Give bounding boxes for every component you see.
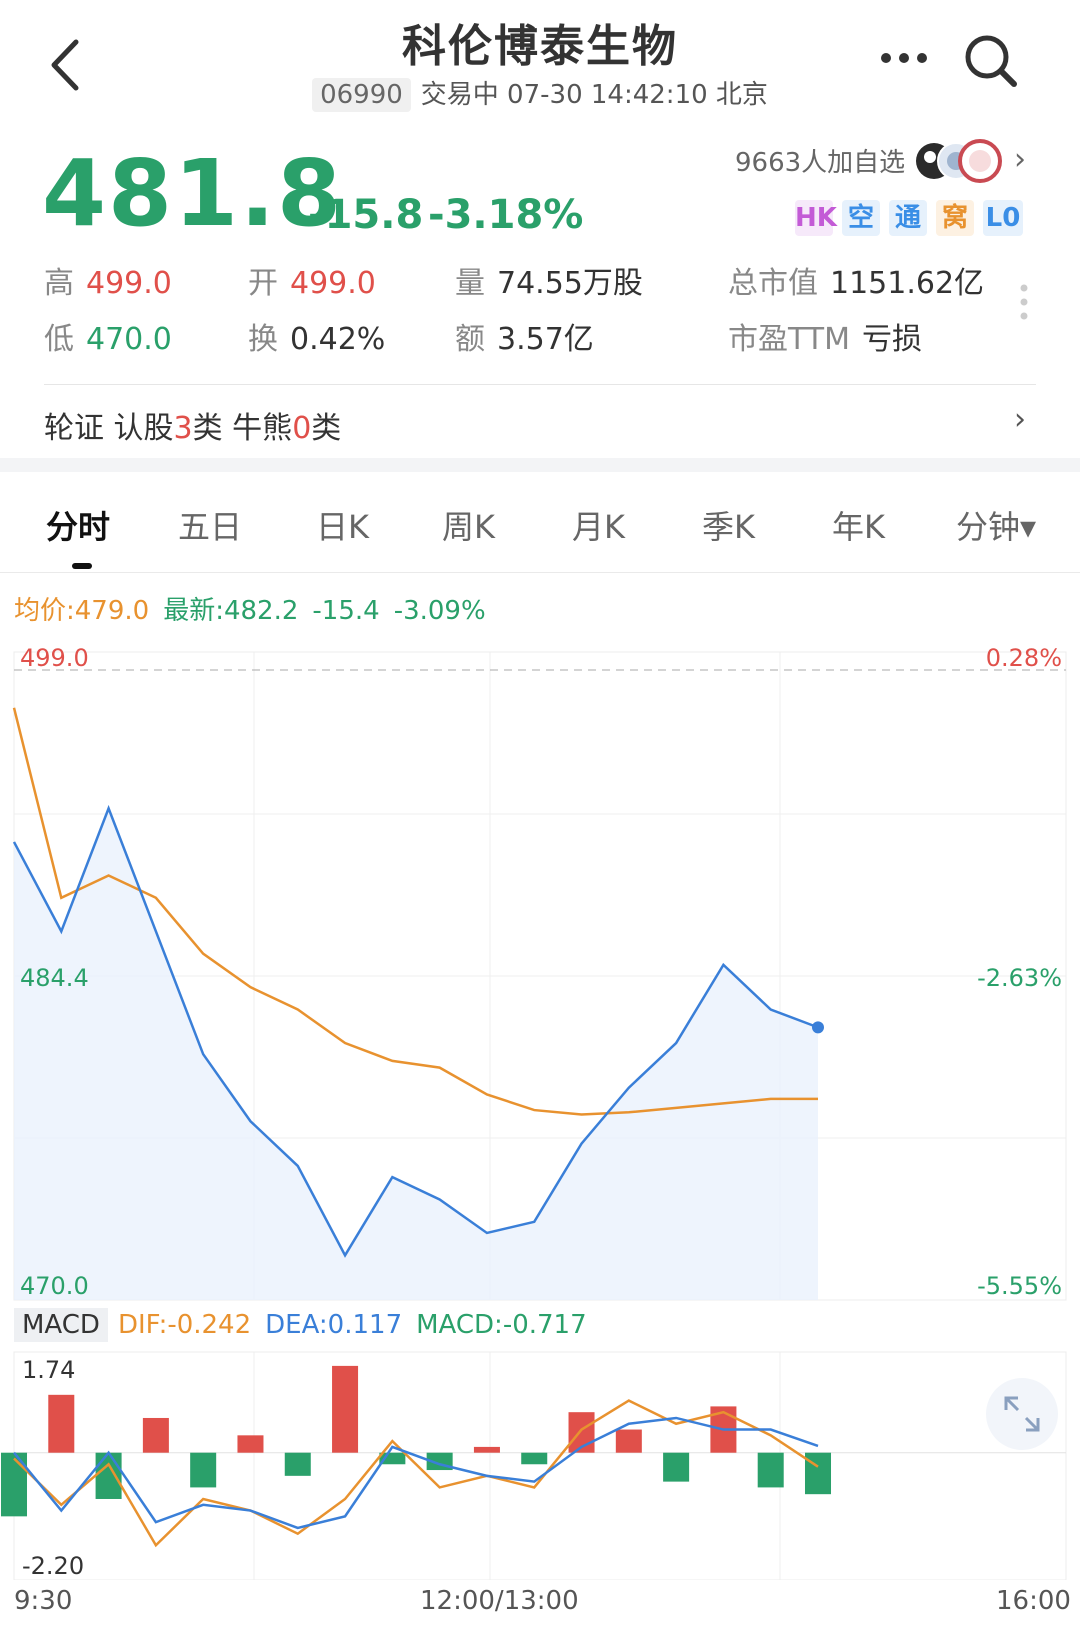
- badge-nest[interactable]: 窝: [936, 200, 974, 236]
- badge-l0[interactable]: L0: [983, 200, 1023, 236]
- latest-price-dot: [812, 1021, 824, 1034]
- stat-open: 开 499.0: [248, 266, 376, 301]
- price-change: -15.8: [308, 192, 424, 238]
- badge-short[interactable]: 空: [842, 200, 880, 236]
- divider: [44, 384, 1036, 385]
- badge-hk[interactable]: HK: [795, 200, 837, 236]
- dif-line: [13, 1399, 819, 1548]
- back-button[interactable]: [44, 30, 94, 100]
- watcher-avatars[interactable]: [916, 138, 1002, 184]
- warrants-row[interactable]: 轮证 认股3类 牛熊0类: [44, 411, 342, 446]
- tab-yearly-k[interactable]: 年K: [832, 508, 885, 546]
- stat-high: 高 499.0: [44, 266, 172, 301]
- tab-intraday[interactable]: 分时: [46, 508, 111, 546]
- legend-dea: DEA:0.117: [265, 1310, 403, 1340]
- badge-connect[interactable]: 通: [889, 200, 927, 236]
- macd-legend: MACD DIF:-0.242 DEA:0.117 MACD:-0.717: [14, 1308, 587, 1342]
- macd-y-label: -2.20: [22, 1552, 84, 1580]
- search-icon: [965, 35, 1017, 87]
- legend-change-pct: -3.09%: [393, 596, 486, 626]
- x-tick-label: 12:00/13:00: [420, 1586, 579, 1616]
- price-change-pct: -3.18%: [428, 192, 584, 238]
- macd-bar: [473, 1446, 500, 1453]
- search-button[interactable]: [960, 30, 1022, 92]
- y-axis-label-left: 470.0: [20, 1272, 89, 1300]
- watchers-count[interactable]: 9663人加自选: [735, 148, 906, 178]
- tab-5day[interactable]: 五日: [178, 508, 243, 546]
- market-status: 交易中 07-30 14:42:10 北京: [420, 80, 768, 110]
- divider: [0, 572, 1080, 573]
- macd-bar: [521, 1452, 548, 1465]
- avg-price-line: [12, 707, 818, 1116]
- dea-line: [13, 1416, 819, 1530]
- stat-turnover: 换 0.42%: [248, 322, 386, 357]
- legend-change: -15.4: [312, 596, 380, 626]
- tab-quarterly-k[interactable]: 季K: [702, 508, 755, 546]
- macd-bar: [615, 1429, 642, 1453]
- legend-dif: DIF:-0.242: [117, 1310, 252, 1340]
- stat-pe: 市盈TTM 亏损: [728, 322, 923, 357]
- x-tick-label: 16:00: [996, 1586, 1071, 1616]
- stock-code: 06990: [312, 78, 411, 112]
- avatar-icon: [916, 139, 1002, 183]
- chevron-right-icon[interactable]: ›: [1014, 142, 1026, 177]
- macd-bar: [190, 1452, 217, 1488]
- chevron-left-icon: [51, 39, 79, 91]
- x-tick-label: 9:30: [14, 1586, 73, 1616]
- tab-weekly-k[interactable]: 周K: [442, 508, 495, 546]
- macd-bar: [95, 1452, 122, 1499]
- stat-volume: 量 74.55万股: [455, 266, 643, 301]
- macd-bar: [757, 1452, 784, 1488]
- y-axis-label-left: 484.4: [20, 964, 89, 992]
- macd-bar: [237, 1435, 264, 1453]
- macd-bar: [332, 1365, 359, 1453]
- stat-mktcap: 总市值 1151.62亿: [728, 266, 985, 301]
- tab-indicator: [72, 563, 92, 569]
- y-axis-label-right: 0.28%: [986, 644, 1062, 672]
- section-gap: [0, 458, 1080, 472]
- price-line: [12, 804, 819, 1258]
- y-axis-label-left: 499.0: [20, 644, 89, 672]
- page-title: 科伦博泰生物: [402, 21, 678, 72]
- chevron-right-icon[interactable]: ›: [1014, 402, 1026, 437]
- macd-name[interactable]: MACD: [14, 1308, 108, 1342]
- stat-low: 低 470.0: [44, 322, 172, 357]
- macd-panel-frame: [13, 1351, 1067, 1580]
- macd-bar: [284, 1452, 311, 1476]
- tab-minute[interactable]: 分钟▾: [956, 508, 1037, 546]
- expand-button[interactable]: [986, 1378, 1058, 1450]
- legend-latest: 最新:482.2: [163, 596, 299, 626]
- stat-amount: 额 3.57亿: [455, 322, 594, 357]
- macd-bar: [663, 1452, 690, 1482]
- y-axis-label-right: -5.55%: [977, 1272, 1062, 1300]
- price-area: [14, 808, 818, 1300]
- legend-macd: MACD:-0.717: [416, 1310, 587, 1340]
- macd-bar: [379, 1452, 406, 1465]
- macd-bar: [142, 1417, 169, 1453]
- tab-daily-k[interactable]: 日K: [316, 508, 369, 546]
- intraday-chart[interactable]: 499.0 0.28% 484.4 -2.63% 470.0 -5.55% 1.74 -2.2…: [0, 630, 1080, 1580]
- legend-avg: 均价:479.0: [14, 596, 150, 626]
- stats-more-icon[interactable]: [1020, 284, 1028, 328]
- tab-monthly-k[interactable]: 月K: [572, 508, 625, 546]
- subtitle: 06990 交易中 07-30 14:42:10 北京: [0, 74, 1080, 112]
- macd-y-label: 1.74: [22, 1356, 75, 1384]
- macd-bar: [804, 1452, 832, 1495]
- more-button[interactable]: [876, 38, 936, 78]
- y-axis-label-right: -2.63%: [977, 964, 1062, 992]
- expand-icon: [1004, 1396, 1040, 1432]
- current-price: 481.8: [42, 140, 344, 247]
- macd-bar: [48, 1394, 75, 1453]
- price-legend: 均价:479.0 最新:482.2 -15.4 -3.09%: [14, 590, 500, 627]
- more-icon: [881, 53, 927, 63]
